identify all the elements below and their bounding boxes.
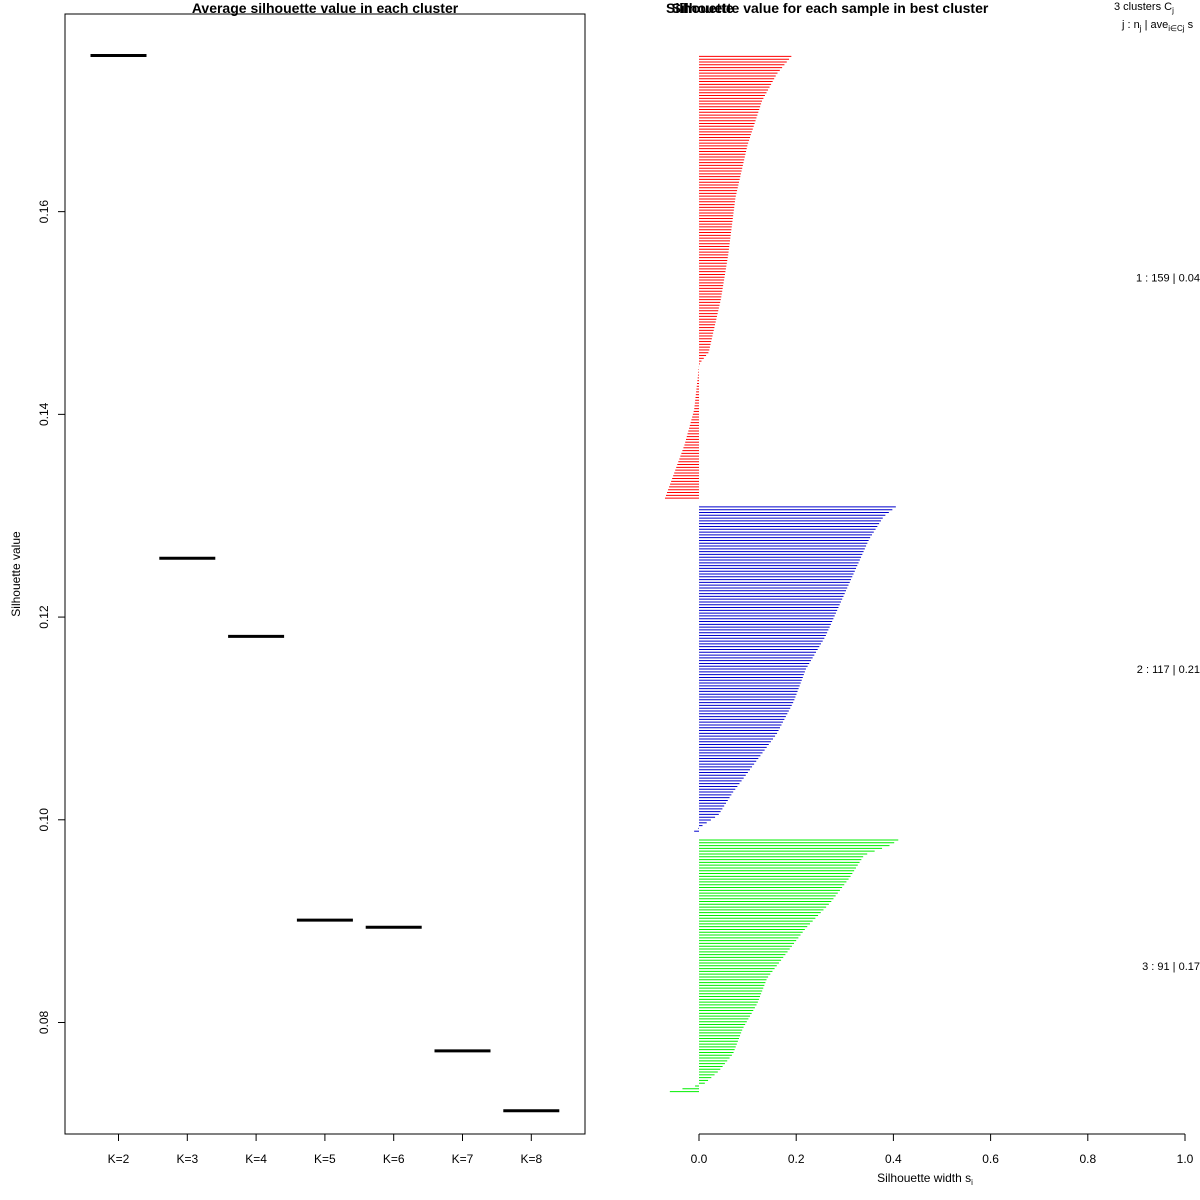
legend-header-line1-sub: j — [1171, 6, 1174, 15]
cluster-3-bars — [669, 839, 899, 1093]
right-x-axis-label-text: Silhouette width s — [877, 1171, 971, 1185]
right-x-tick-label: 0.4 — [885, 1152, 902, 1166]
right-x-tick-label: 0.8 — [1079, 1152, 1096, 1166]
right-x-tick-label: 1.0 — [1177, 1152, 1194, 1166]
right-x-tick-label: 0.0 — [691, 1152, 708, 1166]
left-panel: Average silhouette value in each cluster… — [9, 0, 586, 1166]
right-x-axis-label: Silhouette width si — [877, 1171, 973, 1187]
left-x-tick-label: K=8 — [520, 1152, 542, 1166]
legend-header-line2: j : nj | avei∈Cj s — [1121, 19, 1194, 33]
right-x-axis: 0.0 0.2 0.4 0.6 0.8 1.0 — [691, 1133, 1194, 1166]
legend-header-line2-mid: | ave — [1142, 19, 1169, 31]
left-x-axis: K=2 K=3 K=4 K=5 K=6 K=7 K=8 — [108, 1133, 542, 1166]
legend-header-line2-sub1: j — [1139, 24, 1142, 33]
legend-header-line2-prefix: j : n — [1121, 19, 1140, 31]
left-x-tick-label: K=3 — [176, 1152, 198, 1166]
left-x-tick-label: K=7 — [452, 1152, 474, 1166]
left-y-tick-label: 0.12 — [37, 605, 51, 629]
left-y-tick-label: 0.10 — [37, 808, 51, 832]
left-y-axis-label: Silhouette value — [9, 531, 23, 617]
cluster-labels: 1 : 159 | 0.04 2 : 117 | 0.21 3 : 91 | 0.1… — [1136, 272, 1200, 973]
right-x-axis-label-sub: i — [971, 1178, 973, 1187]
left-y-axis: 0.08 0.10 0.12 0.14 0.16 — [37, 200, 66, 1035]
cluster-1-label: 1 : 159 | 0.04 — [1136, 272, 1200, 284]
cluster-2-bars — [694, 506, 896, 832]
cluster-2-label: 2 : 117 | 0.21 — [1137, 664, 1200, 676]
left-y-tick-label: 0.08 — [37, 1011, 51, 1035]
right-chart-title: Silhouette value for each sample in best… — [672, 0, 989, 16]
legend-header-line2-suffix: s — [1185, 19, 1194, 31]
left-x-tick-label: K=6 — [383, 1152, 405, 1166]
legend-header-line1-text: 3 clusters C — [1114, 1, 1172, 13]
silhouette-bars — [664, 55, 899, 1093]
legend-header-line2-sub2: i∈Cj — [1168, 24, 1185, 33]
right-x-tick-label: 0.6 — [982, 1152, 999, 1166]
legend-header-line1: 3 clusters Cj — [1114, 1, 1174, 15]
left-chart-title: Average silhouette value in each cluster — [192, 0, 459, 16]
left-plot-frame — [64, 13, 586, 1135]
left-x-tick-label: K=4 — [245, 1152, 267, 1166]
left-y-tick-label: 0.14 — [37, 402, 51, 426]
left-y-tick-label: 0.16 — [37, 200, 51, 224]
cluster-3-label: 3 : 91 | 0.17 — [1142, 961, 1200, 973]
left-x-tick-label: K=5 — [314, 1152, 336, 1166]
right-x-tick-label: 0.2 — [788, 1152, 805, 1166]
right-chart-title-overlay: Silhouette — [666, 0, 734, 16]
right-panel: Silhouette Silhouette value for each sam… — [664, 0, 1200, 1187]
left-x-tick-label: K=2 — [108, 1152, 130, 1166]
cluster-1-bars — [664, 55, 792, 499]
legend-header: 3 clusters Cj j : nj | avei∈Cj s — [1114, 1, 1194, 33]
left-data-marks — [90, 54, 560, 1113]
